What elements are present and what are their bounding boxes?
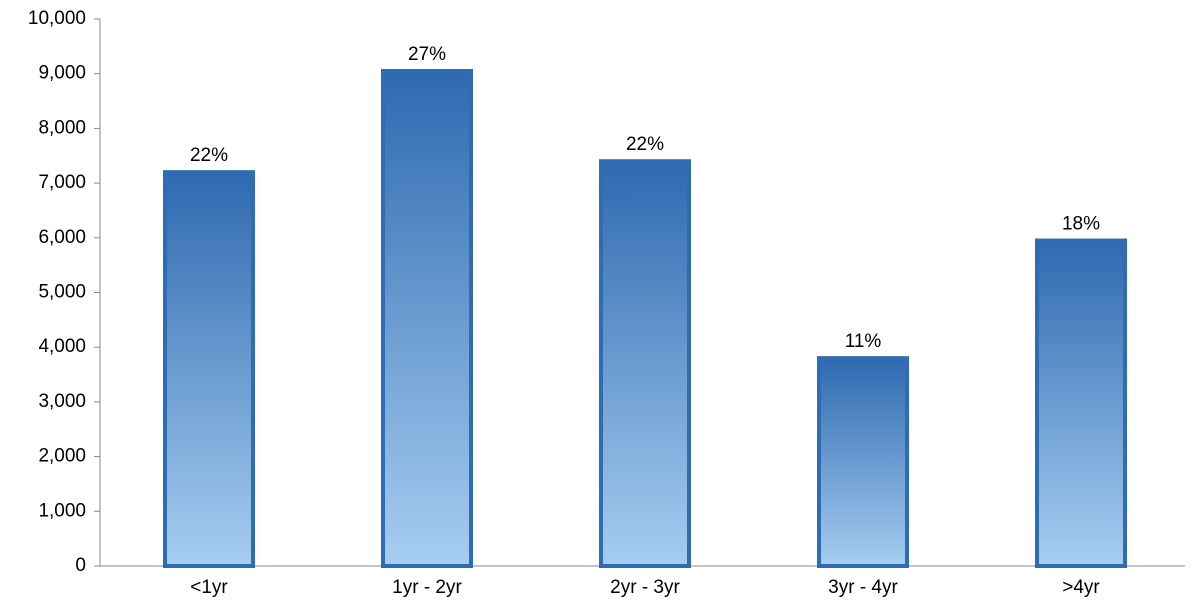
y-tick-label: 4,000 [38,336,86,357]
y-tick-label: 1,000 [38,500,86,521]
y-tick-label: 10,000 [28,8,86,29]
y-tick-label: 2,000 [38,446,86,467]
bar [381,68,473,568]
x-tick-label: 1yr - 2yr [392,577,462,598]
data-label: 22% [626,134,664,155]
bar [817,356,909,569]
x-tick-label: 3yr - 4yr [828,577,898,598]
bar [163,170,255,568]
data-label: 18% [1062,214,1100,235]
x-tick-label: 2yr - 3yr [610,577,680,598]
y-tick-label: 5,000 [38,282,86,303]
y-tick-label: 3,000 [38,391,86,412]
y-tick-label: 0 [75,555,86,576]
bar [1035,238,1127,568]
data-label: 22% [190,145,228,166]
y-tick-label: 8,000 [38,117,86,138]
y-tick-label: 6,000 [38,227,86,248]
data-label: 11% [845,331,882,352]
data-label: 27% [408,44,446,65]
x-tick-label: >4yr [1062,577,1100,598]
bar [599,159,691,568]
y-tick-label: 9,000 [38,63,86,84]
x-tick-label: <1yr [190,577,228,598]
y-tick-label: 7,000 [38,172,86,193]
